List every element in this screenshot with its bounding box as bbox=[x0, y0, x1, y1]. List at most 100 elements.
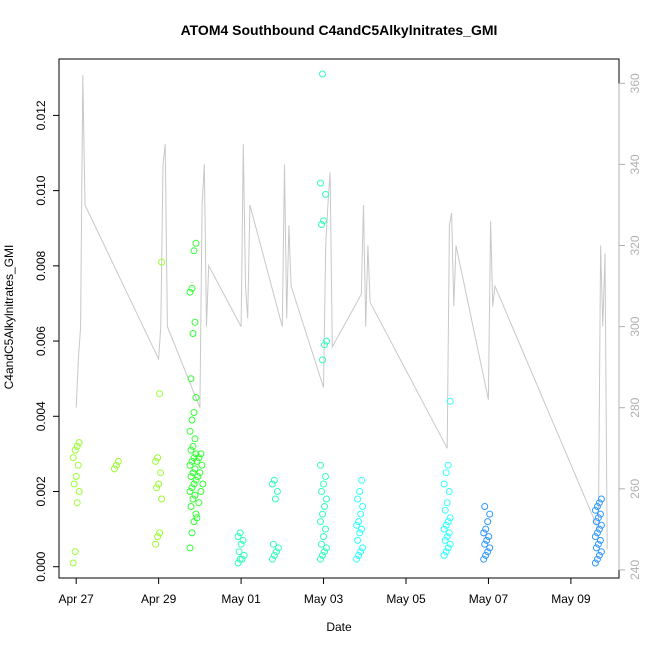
data-point bbox=[268, 480, 276, 488]
data-point bbox=[153, 484, 161, 492]
data-point bbox=[592, 544, 600, 552]
data-point bbox=[190, 247, 198, 255]
data-point bbox=[484, 518, 492, 526]
y-tick-label: 0.000 bbox=[34, 551, 48, 581]
data-point bbox=[75, 488, 83, 495]
data-point bbox=[188, 284, 196, 292]
data-point bbox=[322, 190, 329, 198]
data-point bbox=[186, 488, 194, 495]
y-tick-label: 0.010 bbox=[34, 175, 48, 205]
data-point bbox=[187, 446, 195, 454]
data-point bbox=[593, 503, 601, 510]
data-point bbox=[440, 525, 448, 533]
data-point bbox=[268, 555, 276, 563]
data-point bbox=[323, 544, 330, 552]
data-point bbox=[323, 495, 330, 503]
data-point bbox=[152, 540, 160, 548]
data-point bbox=[357, 548, 365, 556]
data-point bbox=[188, 484, 196, 492]
data-point bbox=[446, 540, 454, 548]
data-point bbox=[191, 465, 199, 473]
data-point bbox=[485, 533, 493, 541]
data-point bbox=[112, 461, 120, 469]
data-point bbox=[442, 469, 450, 477]
data-point bbox=[72, 473, 80, 480]
data-point bbox=[188, 457, 196, 465]
y2-tick-label: 320 bbox=[628, 235, 642, 255]
data-point bbox=[322, 473, 329, 480]
data-point bbox=[234, 533, 242, 541]
data-point bbox=[440, 480, 448, 488]
data-point bbox=[73, 499, 81, 507]
data-point bbox=[317, 555, 324, 563]
data-point bbox=[187, 503, 195, 510]
data-point bbox=[318, 488, 325, 495]
data-point bbox=[73, 442, 81, 450]
data-point bbox=[189, 469, 197, 477]
data-point bbox=[158, 258, 166, 266]
data-point bbox=[191, 435, 199, 443]
data-point bbox=[320, 480, 327, 488]
y-tick-label: 0.008 bbox=[34, 251, 48, 281]
data-point bbox=[238, 555, 246, 563]
data-point bbox=[486, 510, 494, 518]
data-point bbox=[592, 518, 600, 526]
data-point bbox=[444, 518, 452, 526]
data-point bbox=[189, 330, 197, 337]
data-point bbox=[239, 536, 247, 544]
data-point bbox=[482, 551, 490, 559]
data-point bbox=[359, 503, 367, 510]
data-point bbox=[482, 525, 490, 533]
secondary-series-line bbox=[75, 75, 608, 550]
data-point bbox=[446, 514, 454, 522]
data-point bbox=[71, 446, 79, 454]
data-point bbox=[319, 510, 326, 518]
data-point bbox=[597, 548, 605, 556]
data-point bbox=[594, 514, 602, 522]
data-point bbox=[595, 525, 603, 533]
y2-tick-label: 360 bbox=[628, 73, 642, 93]
data-point bbox=[199, 480, 207, 488]
data-point bbox=[444, 544, 452, 552]
y-tick-label: 0.004 bbox=[34, 401, 48, 431]
data-point bbox=[597, 521, 605, 529]
x-tick-label: May 05 bbox=[386, 592, 426, 606]
data-point bbox=[194, 473, 202, 480]
data-point bbox=[319, 551, 326, 559]
data-point bbox=[591, 559, 599, 567]
data-point bbox=[323, 337, 330, 345]
data-point bbox=[69, 454, 77, 462]
data-point bbox=[154, 454, 162, 462]
data-point bbox=[321, 548, 328, 556]
data-point bbox=[192, 239, 200, 247]
data-point bbox=[358, 476, 366, 484]
data-point bbox=[155, 480, 163, 488]
data-point bbox=[480, 529, 488, 537]
data-point bbox=[318, 540, 325, 548]
data-point bbox=[596, 510, 604, 518]
data-point bbox=[480, 555, 488, 563]
x-tick-label: Apr 27 bbox=[58, 592, 94, 606]
plot-area: 0.000 0.002 0.004 0.006 0.008 0.010 0.012 240 26… bbox=[34, 58, 642, 606]
data-point bbox=[186, 461, 194, 469]
data-point bbox=[74, 461, 82, 469]
data-point bbox=[237, 540, 245, 548]
data-point bbox=[196, 469, 204, 477]
plot-frame bbox=[58, 58, 620, 579]
data-point bbox=[356, 529, 364, 537]
data-point bbox=[593, 555, 601, 563]
chart-title: ATOM4 Southbound C4andC5Alkylnitrates_GM… bbox=[181, 22, 498, 38]
y2-tick-label: 300 bbox=[628, 316, 642, 336]
data-point bbox=[595, 499, 603, 507]
data-point bbox=[445, 488, 453, 495]
data-point bbox=[486, 544, 494, 552]
data-point bbox=[318, 221, 325, 228]
data-point bbox=[198, 461, 206, 469]
data-point bbox=[444, 461, 452, 469]
data-point bbox=[189, 442, 197, 450]
data-point bbox=[354, 536, 362, 544]
data-point bbox=[70, 480, 78, 488]
data-point bbox=[192, 394, 200, 401]
data-point bbox=[187, 473, 195, 480]
data-point bbox=[186, 544, 194, 552]
